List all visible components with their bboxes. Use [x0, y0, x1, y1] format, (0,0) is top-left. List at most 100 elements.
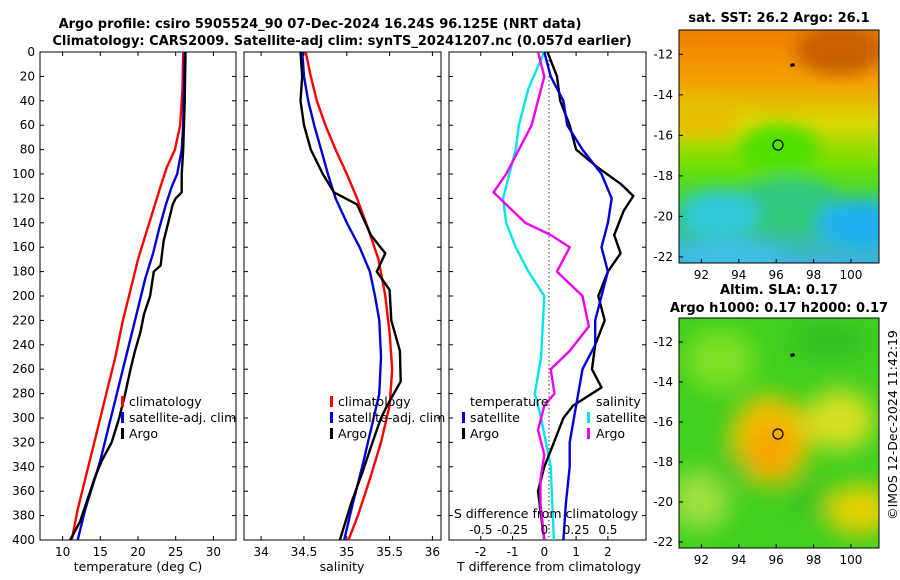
- sla-map-title-line2: Argo h1000: 0.17 h2000: 0.17: [670, 301, 888, 316]
- map-y-tick-label: -12: [653, 335, 673, 349]
- x-tick-label: 10: [55, 545, 70, 559]
- salinity-legend: climatology satellite-adj. clim Argo: [330, 394, 445, 441]
- series-line-satellite-adj-clim: [301, 51, 383, 541]
- temperature-xlabel: temperature (deg C): [74, 559, 203, 574]
- s-tick-label: -0.25: [497, 523, 528, 537]
- map-y-tick-label: -20: [653, 209, 673, 223]
- argo-position-marker: [772, 139, 784, 151]
- legend-swatch-temp-satellite: [462, 412, 465, 423]
- y-tick-label: 200: [12, 289, 35, 303]
- y-tick-label: 240: [12, 338, 35, 352]
- y-tick-label: 360: [12, 484, 35, 498]
- map-x-tick-label: 94: [731, 553, 746, 567]
- y-tick-label: 220: [12, 313, 35, 327]
- map-y-tick-label: -18: [653, 169, 673, 183]
- y-tick-label: 120: [12, 191, 35, 205]
- sla-map-title-line1: Altim. SLA: 0.17: [720, 283, 838, 298]
- legend-swatch-climatology: [330, 396, 333, 407]
- x-tick-label: 25: [168, 545, 183, 559]
- legend-label-temp-argo: Argo: [470, 426, 499, 441]
- legend-label-climatology: climatology: [129, 394, 202, 409]
- legend-swatch-temp-argo: [462, 428, 465, 439]
- map-x-tick-label: 92: [694, 553, 709, 567]
- legend-title-temperature: temperature: [470, 394, 549, 409]
- y-tick-label: 40: [20, 94, 35, 108]
- legend-label-climatology: climatology: [338, 394, 411, 409]
- argo-position-marker: [772, 428, 784, 440]
- x-tick-label: 35: [339, 545, 354, 559]
- x-tick-label: -1: [507, 545, 519, 559]
- sla-map-frame: [678, 317, 880, 549]
- s-difference-xlabel: S difference from climatology: [454, 506, 639, 521]
- s-tick-label: 0.25: [563, 523, 590, 537]
- map-y-tick-label: -12: [653, 47, 673, 61]
- y-tick-label: 0: [27, 45, 35, 59]
- title-line2: Climatology: CARS2009. Satellite-adj cli…: [52, 34, 631, 49]
- x-tick-label: 15: [93, 545, 108, 559]
- x-tick-label: -2: [475, 545, 487, 559]
- legend-label-argo: Argo: [338, 426, 367, 441]
- x-tick-label: 1: [572, 545, 580, 559]
- map-y-tick-label: -22: [653, 250, 673, 264]
- y-tick-label: 20: [20, 69, 35, 83]
- legend-label-sal-argo: Argo: [596, 426, 625, 441]
- x-tick-label: 35.5: [376, 545, 403, 559]
- x-tick-label: 34: [253, 545, 268, 559]
- y-tick-label: 80: [20, 143, 35, 157]
- x-tick-label: 36: [425, 545, 440, 559]
- series-line-argo: [299, 51, 402, 541]
- x-tick-label: 20: [130, 545, 145, 559]
- map-y-tick-label: -22: [653, 535, 673, 549]
- salinity-axes: [243, 51, 442, 541]
- map-y-tick-label: -16: [653, 415, 673, 429]
- y-tick-label: 260: [12, 362, 35, 376]
- salinity-xlabel: salinity: [320, 559, 365, 574]
- salinity-panel: 34 34.5 35 35.5 36 salinity climatology sate…: [243, 51, 445, 574]
- x-tick-label: 30: [206, 545, 221, 559]
- y-tick-label: 60: [20, 118, 35, 132]
- map-y-tick-label: -16: [653, 128, 673, 142]
- sst-map-title: sat. SST: 26.2 Argo: 26.1: [688, 11, 869, 26]
- y-tick-label: 160: [12, 240, 35, 254]
- sst-map: sat. SST: 26.2 Argo: 26.1 92 94 96 98 100 -12…: [653, 11, 880, 282]
- legend-title-salinity: salinity: [596, 394, 641, 409]
- y-tick-label: 280: [12, 387, 35, 401]
- y-tick-label: 180: [12, 265, 35, 279]
- map-x-tick-label: 98: [806, 268, 821, 282]
- legend-swatch-climatology: [121, 396, 124, 407]
- series-line-climatology: [70, 51, 185, 541]
- map-x-tick-label: 94: [731, 268, 746, 282]
- sst-map-frame: [678, 29, 880, 264]
- y-tick-label: 320: [12, 435, 35, 449]
- difference-axes: [448, 51, 647, 541]
- imos-timestamp: ©IMOS 12-Dec-2024 11:42:19: [885, 330, 900, 520]
- series-line-temperature-argo: [536, 51, 635, 541]
- y-tick-label: 300: [12, 411, 35, 425]
- sst-field: [679, 30, 879, 263]
- s-tick-label: -0.5: [469, 523, 492, 537]
- legend-label-sal-satellite: satellite: [596, 410, 646, 425]
- legend-swatch-sal-argo: [587, 428, 590, 439]
- y-tick-label: 380: [12, 509, 35, 523]
- t-difference-xlabel: T difference from climatology: [456, 559, 642, 574]
- map-x-tick-label: 100: [840, 553, 863, 567]
- temperature-legend: climatology satellite-adj. clim Argo: [121, 394, 236, 441]
- map-x-tick-label: 92: [694, 268, 709, 282]
- series-line-satellite-adj-clim: [76, 51, 186, 541]
- difference-legend: temperature salinity satellite Argo sate…: [462, 394, 646, 441]
- y-tick-label: 140: [12, 216, 35, 230]
- sla-map: Altim. SLA: 0.17 Argo h1000: 0.17 h2000:…: [653, 283, 888, 567]
- x-tick-label: 34.5: [291, 545, 318, 559]
- s-tick-label: 0: [541, 523, 549, 537]
- map-x-tick-label: 96: [769, 553, 784, 567]
- y-tick-label: 400: [12, 533, 35, 547]
- legend-swatch-sal-satellite: [587, 412, 590, 423]
- legend-label-temp-satellite: satellite: [470, 410, 520, 425]
- title-line1: Argo profile: csiro 5905524_90 07-Dec-20…: [59, 17, 582, 32]
- series-line-salinity-argo: [492, 51, 590, 541]
- map-x-tick-label: 100: [840, 268, 863, 282]
- legend-label-satellite: satellite-adj. clim: [129, 410, 236, 425]
- difference-panel: -2 -1 0 1 2 T difference from climatology S …: [448, 51, 647, 574]
- s-tick-label: 0.5: [598, 523, 617, 537]
